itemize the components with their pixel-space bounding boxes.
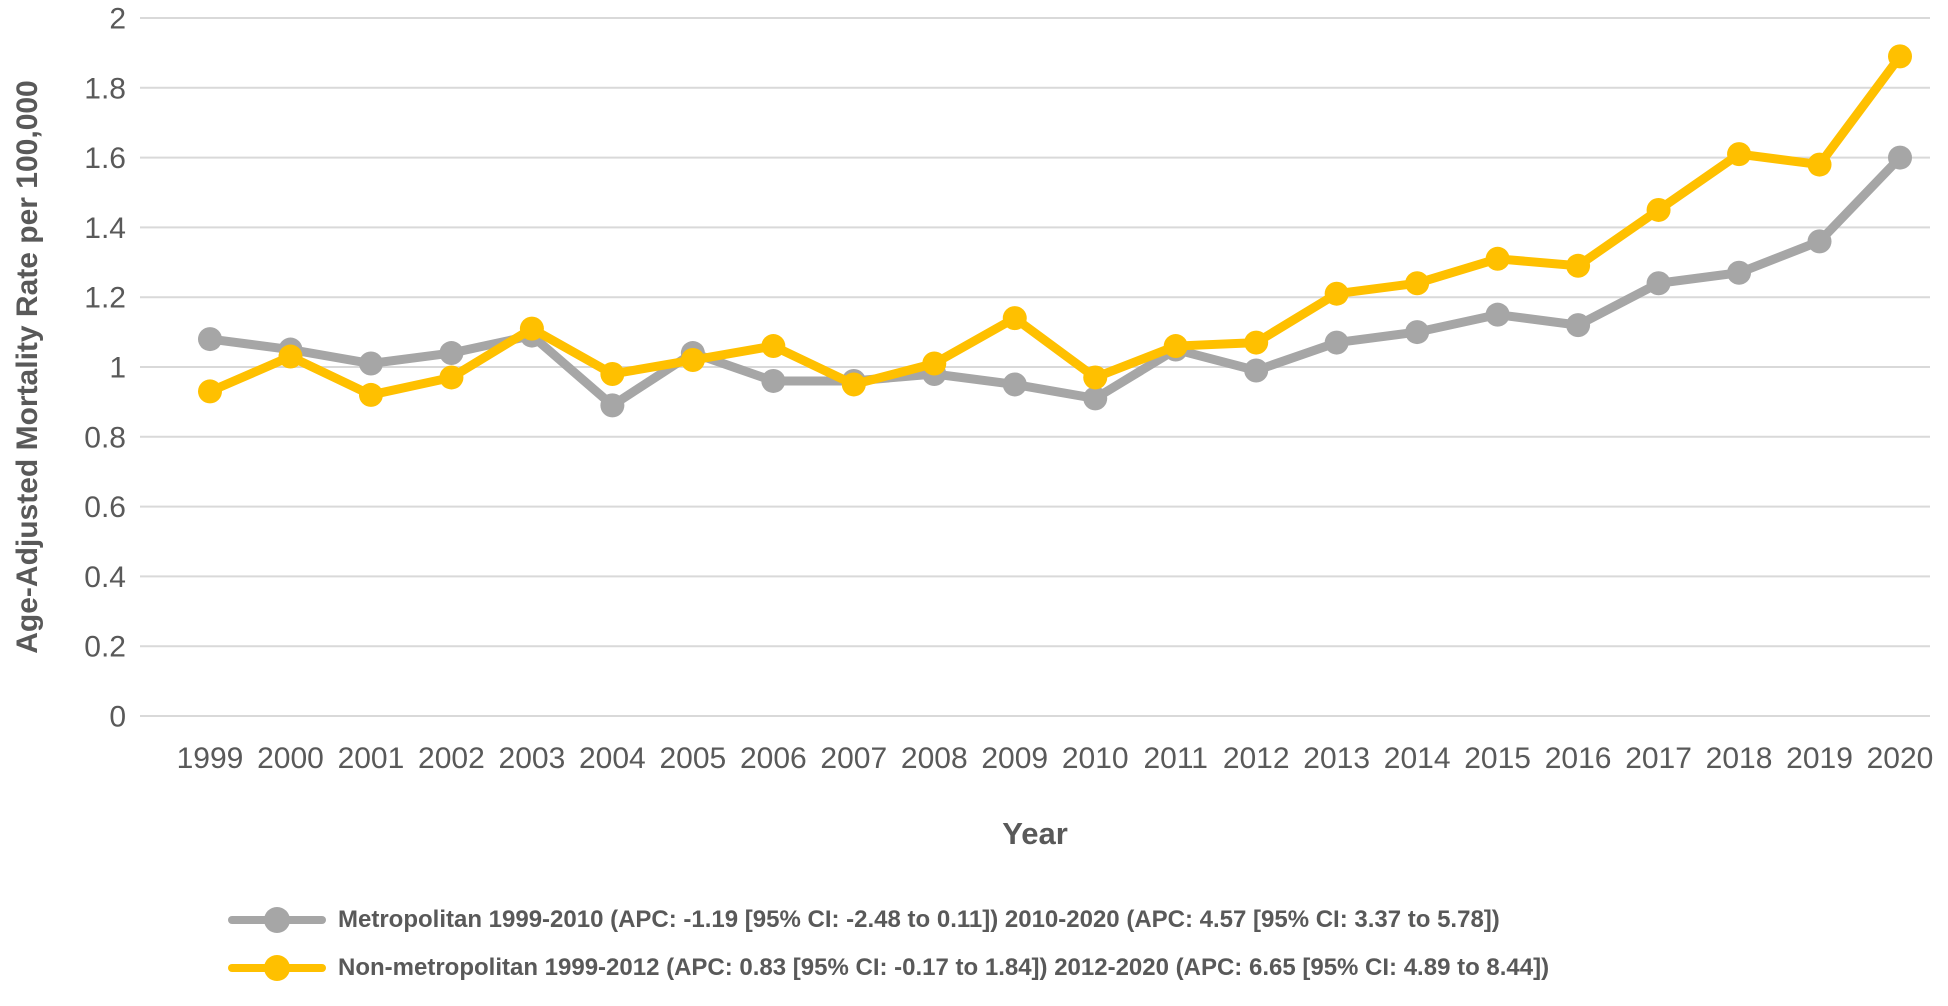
data-point-non-metropolitan	[198, 379, 222, 404]
data-point-non-metropolitan	[922, 351, 947, 376]
legend-marker-non-metropolitan-icon	[228, 953, 326, 983]
y-tick-label: 1.6	[84, 142, 126, 175]
data-point-non-metropolitan	[1244, 330, 1269, 355]
legend-item-metropolitan: Metropolitan 1999-2010 (APC: -1.19 [95% …	[228, 903, 1549, 937]
data-point-non-metropolitan	[1485, 246, 1510, 271]
x-tick-label: 2000	[257, 742, 324, 775]
x-tick-label: 2005	[659, 742, 726, 775]
legend-label-metropolitan: Metropolitan 1999-2010 (APC: -1.19 [95% …	[338, 906, 1500, 933]
data-point-metropolitan	[1888, 145, 1912, 170]
legend-dot-icon	[264, 907, 290, 933]
data-point-non-metropolitan	[1727, 142, 1752, 167]
data-point-metropolitan	[1485, 302, 1510, 327]
x-tick-label: 1999	[177, 742, 244, 775]
data-point-metropolitan	[1405, 320, 1430, 345]
y-tick-label: 1	[109, 352, 126, 385]
x-tick-label: 2009	[981, 742, 1048, 775]
x-tick-label: 2020	[1867, 742, 1934, 775]
legend: Metropolitan 1999-2010 (APC: -1.19 [95% …	[228, 903, 1549, 985]
x-tick-label: 2015	[1464, 742, 1531, 775]
y-tick-label: 1.8	[84, 72, 126, 105]
x-tick-label: 2013	[1303, 742, 1370, 775]
y-tick-label: 0.6	[84, 491, 126, 524]
y-tick-label: 0.2	[84, 631, 126, 664]
data-point-metropolitan	[1324, 330, 1349, 355]
y-tick-label: 2	[109, 3, 126, 36]
data-point-non-metropolitan	[1566, 253, 1591, 278]
x-tick-label: 2008	[901, 742, 968, 775]
data-point-metropolitan	[1083, 386, 1108, 411]
x-tick-label: 2018	[1706, 742, 1773, 775]
data-point-metropolitan	[439, 341, 464, 366]
x-tick-label: 2006	[740, 742, 807, 775]
data-point-non-metropolitan	[600, 361, 625, 386]
x-tick-label: 2001	[338, 742, 405, 775]
data-point-non-metropolitan	[1405, 271, 1430, 296]
data-point-non-metropolitan	[519, 316, 544, 341]
series-line-metropolitan	[205, 153, 1905, 410]
legend-label-non-metropolitan: Non-metropolitan 1999-2012 (APC: 0.83 [9…	[338, 954, 1550, 981]
legend-marker-metropolitan-icon	[228, 905, 326, 935]
data-point-metropolitan	[1807, 229, 1832, 254]
data-point-non-metropolitan	[841, 372, 866, 397]
data-point-metropolitan	[358, 351, 383, 376]
data-point-non-metropolitan	[358, 382, 383, 407]
chart-plot-area: 0 0.2 0.4 0.6 0.8 1 1.2 1.4 1.6 1.8 2 1999 2000 2001 2…	[84, 3, 1934, 776]
data-point-metropolitan	[1727, 260, 1752, 285]
data-point-metropolitan	[1566, 313, 1591, 338]
data-point-non-metropolitan	[1083, 365, 1108, 390]
x-tick-label: 2016	[1545, 742, 1612, 775]
data-point-non-metropolitan	[439, 365, 464, 390]
data-point-metropolitan	[1002, 372, 1027, 397]
data-point-non-metropolitan	[278, 344, 303, 369]
data-point-non-metropolitan	[1807, 152, 1832, 177]
x-tick-label: 2017	[1625, 742, 1692, 775]
data-point-metropolitan	[198, 327, 222, 352]
data-point-non-metropolitan	[1646, 197, 1671, 222]
x-tick-label: 2002	[418, 742, 485, 775]
x-tick-label: 2012	[1223, 742, 1290, 775]
data-point-non-metropolitan	[1002, 306, 1027, 331]
data-point-non-metropolitan	[761, 334, 786, 359]
y-tick-label: 0.8	[84, 421, 126, 454]
x-tick-label: 2011	[1143, 742, 1208, 775]
data-point-metropolitan	[1646, 271, 1671, 296]
x-axis-title: Year	[1002, 816, 1068, 851]
data-point-non-metropolitan	[680, 348, 705, 373]
x-tick-label: 2014	[1384, 742, 1451, 775]
data-point-non-metropolitan	[1324, 281, 1349, 306]
data-point-metropolitan	[761, 368, 786, 393]
data-point-non-metropolitan	[1888, 44, 1912, 69]
data-point-metropolitan	[600, 393, 625, 418]
x-tick-label: 2004	[579, 742, 646, 775]
legend-item-non-metropolitan: Non-metropolitan 1999-2012 (APC: 0.83 [9…	[228, 951, 1549, 985]
x-tick-label: 2019	[1786, 742, 1853, 775]
y-tick-label: 1.2	[84, 282, 126, 315]
series-line-non-metropolitan	[205, 51, 1905, 400]
x-tick-label: 2010	[1062, 742, 1129, 775]
x-tick-label: 2007	[820, 742, 887, 775]
y-axis-title: Age-Adjusted Mortality Rate per 100,000	[11, 80, 44, 654]
x-tick-label: 2003	[499, 742, 566, 775]
data-point-non-metropolitan	[1163, 334, 1188, 359]
legend-dot-icon	[264, 955, 290, 981]
y-tick-label: 0.4	[84, 561, 126, 594]
data-point-metropolitan	[1244, 358, 1269, 383]
y-tick-label: 0	[109, 701, 126, 734]
y-tick-label: 1.4	[84, 212, 126, 245]
